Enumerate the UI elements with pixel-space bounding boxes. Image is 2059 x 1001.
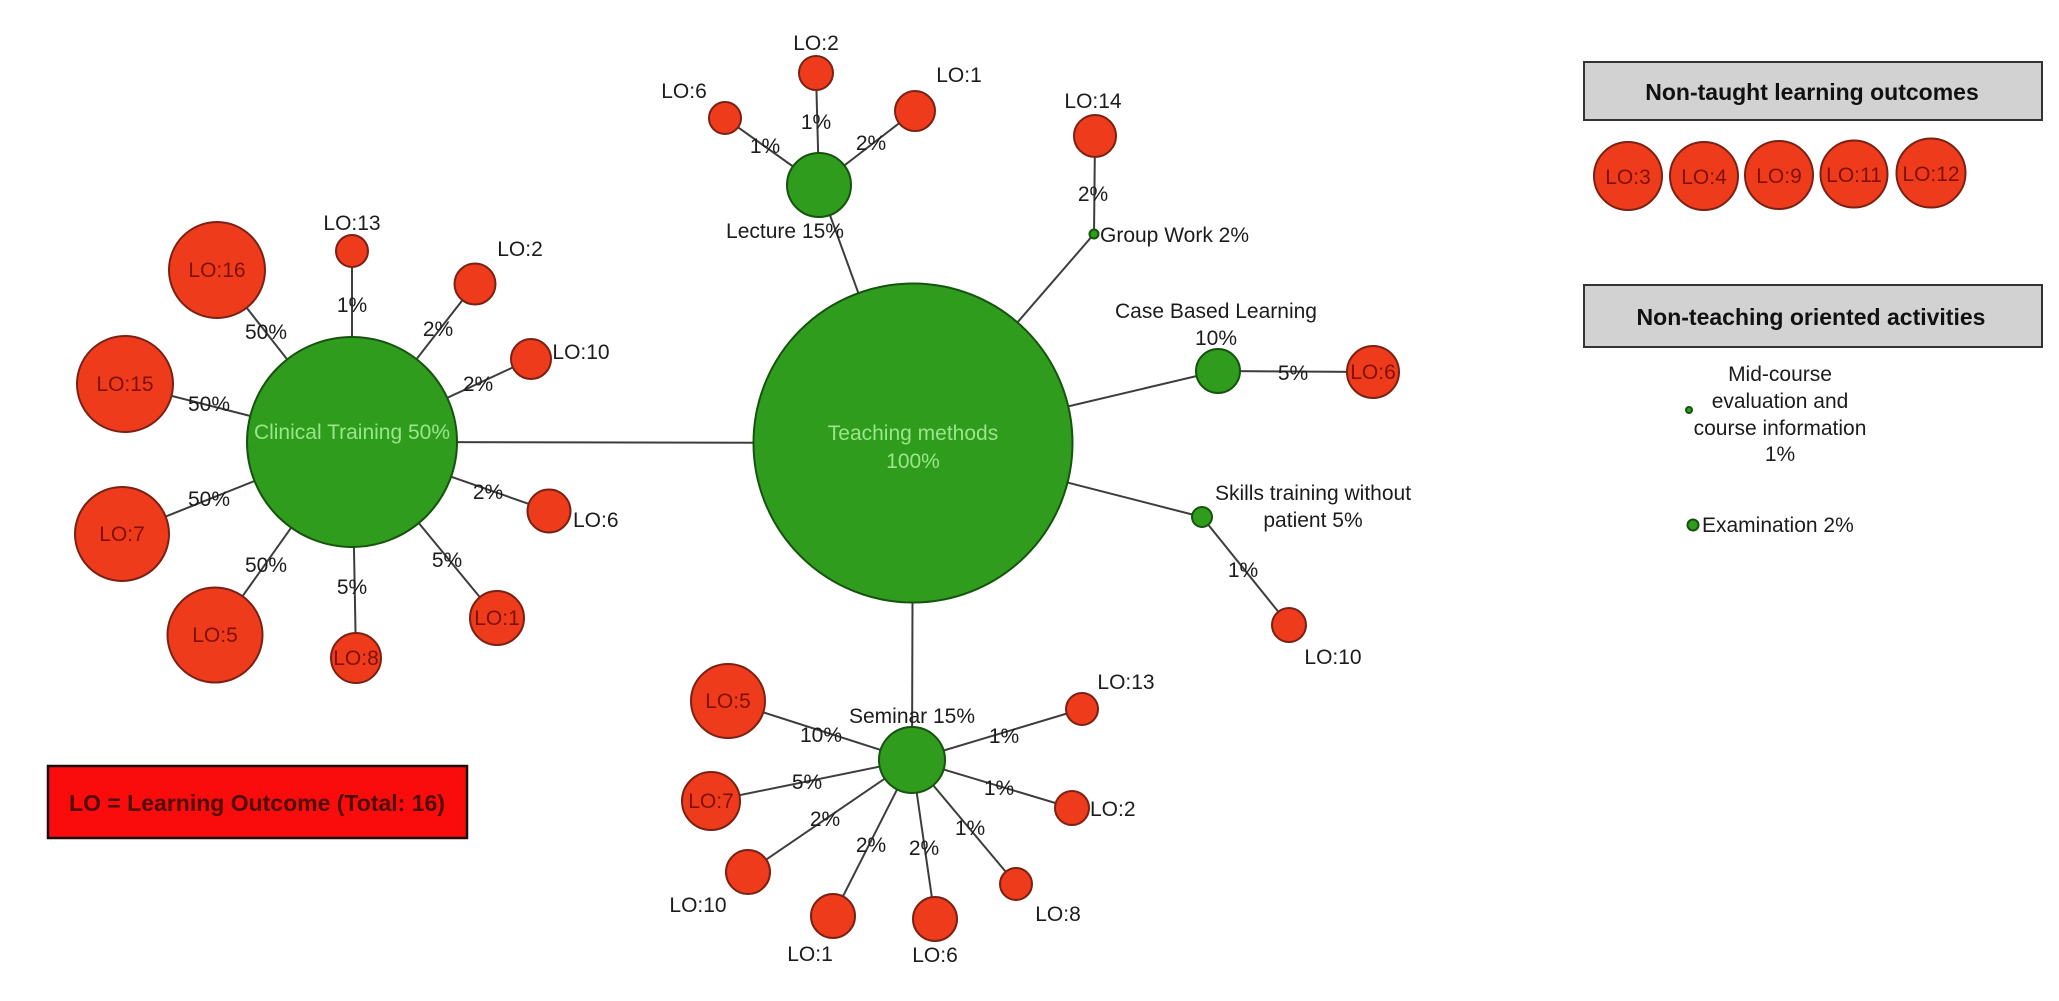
svg-text:2%: 2%	[856, 834, 886, 857]
svg-text:5%: 5%	[1278, 362, 1308, 385]
svg-text:1%: 1%	[955, 817, 985, 840]
svg-text:LO:10: LO:10	[1304, 646, 1361, 669]
svg-text:LO:15: LO:15	[96, 373, 153, 396]
svg-text:50%: 50%	[188, 488, 230, 511]
svg-text:LO:10: LO:10	[552, 341, 609, 364]
svg-text:LO:13: LO:13	[323, 212, 380, 235]
svg-text:LO:6: LO:6	[1350, 361, 1396, 384]
svg-text:LO:14: LO:14	[1064, 90, 1122, 113]
svg-text:Skills training without: Skills training without	[1215, 482, 1411, 505]
svg-text:Seminar 15%: Seminar 15%	[849, 705, 975, 728]
svg-text:LO:2: LO:2	[497, 238, 543, 261]
svg-text:5%: 5%	[337, 576, 367, 599]
svg-text:50%: 50%	[188, 393, 230, 416]
svg-text:Clinical Training 50%: Clinical Training 50%	[254, 421, 450, 444]
svg-text:LO:1: LO:1	[787, 943, 833, 966]
svg-text:Lecture 15%: Lecture 15%	[726, 220, 844, 243]
svg-text:LO:10: LO:10	[669, 894, 726, 917]
svg-text:Non-taught learning outcomes: Non-taught learning outcomes	[1645, 79, 1979, 105]
svg-text:2%: 2%	[909, 837, 939, 860]
svg-text:LO:7: LO:7	[688, 790, 734, 813]
svg-text:5%: 5%	[432, 549, 462, 572]
svg-text:LO:5: LO:5	[705, 690, 751, 713]
svg-text:2%: 2%	[473, 481, 503, 504]
svg-text:LO:3: LO:3	[1605, 166, 1651, 189]
svg-text:Group Work 2%: Group Work 2%	[1100, 224, 1249, 247]
svg-text:2%: 2%	[463, 373, 493, 396]
svg-text:1%: 1%	[1765, 443, 1795, 466]
svg-text:LO:2: LO:2	[1090, 798, 1136, 821]
svg-text:10%: 10%	[1195, 327, 1237, 350]
svg-text:1%: 1%	[337, 294, 367, 317]
svg-text:LO:11: LO:11	[1826, 164, 1882, 187]
svg-text:Case Based Learning: Case Based Learning	[1115, 300, 1317, 323]
svg-text:1%: 1%	[989, 725, 1019, 748]
svg-text:course information: course information	[1694, 417, 1867, 440]
svg-text:Teaching methods: Teaching methods	[828, 422, 998, 445]
svg-text:LO:7: LO:7	[99, 523, 145, 546]
svg-text:10%: 10%	[800, 724, 842, 747]
svg-text:1%: 1%	[1228, 559, 1258, 582]
svg-text:LO:13: LO:13	[1097, 671, 1154, 694]
svg-text:patient 5%: patient 5%	[1263, 509, 1362, 532]
svg-text:100%: 100%	[886, 450, 940, 473]
svg-text:evaluation and: evaluation and	[1712, 390, 1849, 413]
svg-text:5%: 5%	[792, 771, 822, 794]
svg-text:1%: 1%	[984, 777, 1014, 800]
svg-text:LO:9: LO:9	[1756, 165, 1802, 188]
svg-text:LO:8: LO:8	[1035, 903, 1081, 926]
svg-text:2%: 2%	[856, 132, 886, 155]
svg-text:LO:5: LO:5	[192, 624, 238, 647]
svg-text:LO:8: LO:8	[333, 647, 379, 670]
svg-text:Non-teaching oriented activiti: Non-teaching oriented activities	[1637, 304, 1986, 330]
svg-text:2%: 2%	[423, 318, 453, 341]
svg-text:2%: 2%	[810, 808, 840, 831]
svg-text:LO:16: LO:16	[188, 259, 245, 282]
svg-text:Examination 2%: Examination 2%	[1702, 514, 1854, 537]
svg-text:1%: 1%	[750, 135, 780, 158]
svg-text:Mid-course: Mid-course	[1728, 363, 1832, 386]
svg-text:LO:1: LO:1	[936, 64, 982, 87]
svg-text:LO:4: LO:4	[1681, 166, 1727, 189]
svg-text:50%: 50%	[245, 321, 287, 344]
svg-text:LO = Learning Outcome (Total:: LO = Learning Outcome (Total: 16)	[69, 790, 445, 816]
svg-text:LO:12: LO:12	[1902, 163, 1959, 186]
svg-text:2%: 2%	[1078, 183, 1108, 206]
svg-text:LO:6: LO:6	[573, 509, 619, 532]
svg-text:LO:2: LO:2	[793, 32, 839, 55]
svg-text:LO:1: LO:1	[474, 607, 520, 630]
svg-text:LO:6: LO:6	[661, 80, 707, 103]
svg-text:LO:6: LO:6	[912, 944, 958, 967]
svg-text:50%: 50%	[245, 554, 287, 577]
svg-text:1%: 1%	[801, 111, 831, 134]
